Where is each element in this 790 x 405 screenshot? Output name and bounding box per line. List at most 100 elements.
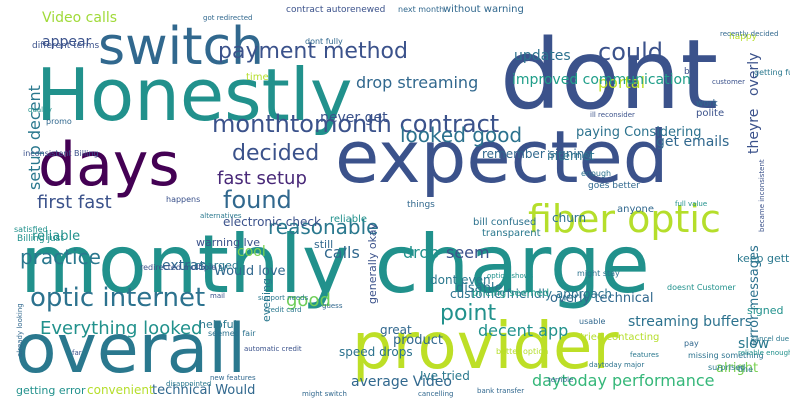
cloud-word: cool (237, 244, 266, 260)
cloud-word: recently decided (720, 30, 778, 38)
cloud-word: evening (260, 278, 273, 322)
cloud-word: Ive tried (420, 369, 470, 383)
cloud-word: support needs (258, 294, 309, 302)
cloud-word: slow (738, 336, 769, 352)
cloud-word: surprised (708, 363, 745, 372)
cloud-word: bill confused (473, 217, 536, 228)
cloud-word: Honestly (36, 53, 352, 137)
cloud-word: might stay (577, 269, 620, 278)
cloud-word: point (440, 301, 496, 326)
cloud-word: happens (166, 195, 200, 204)
cloud-word: speed drops (339, 345, 413, 359)
cloud-word: helpful (199, 318, 237, 331)
cloud-word: Billing just (17, 234, 64, 244)
cloud-word: polite (696, 108, 724, 119)
cloud-word: paying Considering (576, 125, 702, 140)
cloud-word: might switch (302, 390, 347, 398)
cloud-word: decided (232, 141, 319, 166)
cloud-word: customerfriendly approach (450, 287, 612, 301)
cloud-word: fine (738, 365, 753, 374)
cloud-word: got redirected (203, 14, 253, 22)
cloud-word: electronic check (223, 215, 321, 229)
cloud-word: pay (684, 339, 699, 348)
cloud-word: great (380, 323, 412, 337)
cloud-word: decent app (478, 321, 568, 340)
cloud-word: promo (46, 117, 72, 126)
cloud-word: warning Ive (196, 236, 260, 249)
cloud-word: monthly charge (20, 218, 650, 311)
cloud-word: expected (335, 115, 668, 199)
cloud-word: overall (15, 310, 246, 389)
cloud-word: without warning (443, 4, 524, 15)
cloud-word: doesnt Customer (667, 283, 736, 292)
cloud-word: payment method (218, 39, 408, 64)
cloud-word: signed (747, 304, 784, 317)
cloud-word: internet (547, 149, 595, 163)
cloud-word: usable (579, 317, 605, 326)
cloud-word: optic internet (30, 283, 205, 313)
cloud-word: could (598, 38, 663, 66)
cloud-word: still (314, 238, 333, 251)
cloud-word: things (407, 200, 435, 210)
cloud-word: became inconsistent (758, 159, 766, 232)
cloud-word: keep getting (737, 252, 790, 265)
cloud-word: ill reconsider (590, 111, 635, 119)
cloud-word: good (286, 290, 331, 311)
cloud-word: dont even (430, 273, 491, 287)
cloud-word: extras (162, 258, 206, 274)
cloud-word: goes better (588, 181, 640, 191)
cloud-word: calls (324, 243, 360, 262)
cloud-word: tried contacting (580, 332, 659, 343)
cloud-word: next month (398, 5, 444, 14)
cloud-word: new features (210, 374, 256, 382)
cloud-word: Would love (214, 264, 286, 279)
cloud-word: alternatives (200, 212, 242, 220)
cloud-word: anyone (617, 204, 654, 215)
cloud-word: option shows (487, 272, 533, 280)
cloud-word: getting error (16, 384, 86, 397)
cloud-word: seem (446, 243, 490, 262)
cloud-word: reliable (330, 214, 367, 225)
cloud-word: fast setup (217, 168, 307, 189)
cloud-word: dont fully (305, 37, 343, 46)
cloud-word: dont (500, 19, 718, 131)
cloud-word: redirected multiple (140, 263, 216, 272)
cloud-word: features (630, 351, 659, 359)
cloud-word: different terms (32, 41, 99, 51)
cloud-word: pricing seemed (472, 288, 549, 299)
cloud-word: daytoday performance (532, 371, 714, 390)
cloud-word: get emails (656, 134, 729, 150)
cloud-word: average Video (351, 374, 452, 390)
cloud-word: cancelling (418, 390, 453, 398)
cloud-word: updates (514, 48, 571, 64)
cloud-word: far (72, 349, 82, 357)
cloud-word: reliable enough (738, 349, 790, 357)
cloud-word: already looking (16, 303, 24, 357)
cloud-word: bit (684, 67, 696, 77)
cloud-word: switch (98, 17, 264, 77)
cloud-word: Everything looked (40, 318, 202, 339)
cloud-word: overly (746, 53, 762, 96)
cloud-word: contract autorenewed (286, 5, 385, 15)
cloud-word: seemed fair (208, 329, 256, 338)
cloud-word: days (38, 130, 180, 200)
cloud-word: found (223, 186, 292, 214)
cloud-word: disappointed (166, 380, 211, 388)
cloud-word: satisfied (14, 225, 48, 234)
cloud-word: portal (598, 73, 645, 92)
cloud-word: streaming buffers (628, 314, 752, 330)
cloud-word: technical Would (152, 383, 255, 398)
cloud-word: theyre (746, 109, 762, 154)
cloud-word: appear (42, 34, 92, 50)
cloud-word: transparent (482, 228, 541, 239)
cloud-word: customer (712, 78, 745, 86)
cloud-word: overly technical (550, 291, 654, 306)
cloud-word: remember signing (482, 147, 592, 161)
cloud-word: first fast (37, 192, 112, 213)
cloud-word: convenient (87, 383, 154, 397)
cloud-word: monthtomonth contract (212, 110, 499, 138)
cloud-word: error messages (747, 245, 762, 346)
cloud-word: quality (28, 106, 52, 114)
cloud-word: time (246, 72, 269, 83)
